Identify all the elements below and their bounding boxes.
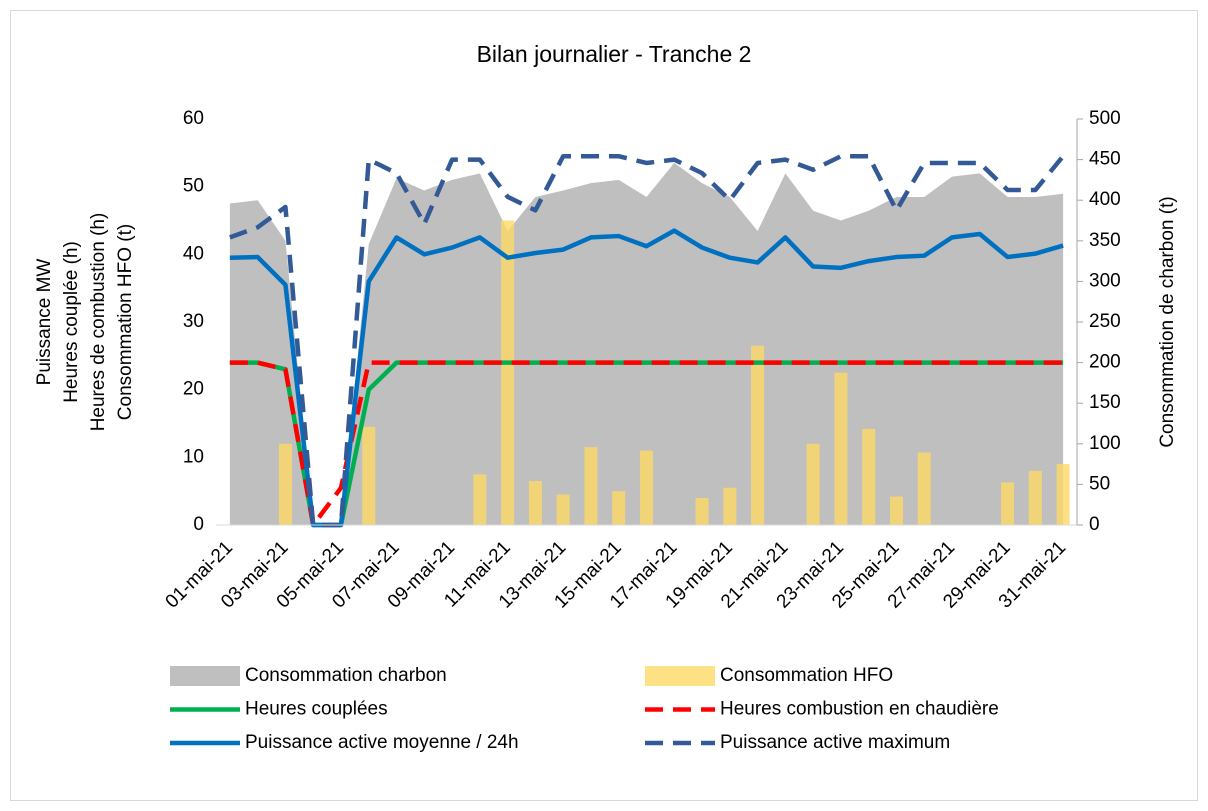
y-tick-label: 40 bbox=[183, 243, 204, 264]
bar bbox=[612, 491, 626, 525]
bar bbox=[584, 447, 598, 525]
legend-swatch bbox=[170, 666, 240, 686]
bar bbox=[1001, 482, 1015, 525]
bar bbox=[834, 372, 848, 525]
bar bbox=[528, 481, 542, 525]
bar bbox=[1056, 464, 1070, 525]
y2-tick-label: 100 bbox=[1089, 433, 1121, 454]
y2-tick-label: 150 bbox=[1089, 392, 1121, 413]
bar bbox=[917, 452, 931, 525]
bar bbox=[862, 428, 876, 525]
bar bbox=[806, 443, 820, 525]
bar bbox=[723, 487, 737, 525]
line bbox=[229, 153, 1065, 528]
line bbox=[229, 228, 1064, 528]
y2-tick-label: 200 bbox=[1089, 352, 1121, 373]
legend-label: Consommation charbon bbox=[245, 665, 447, 686]
bar bbox=[695, 497, 709, 525]
y-axis-title: Puissance MW bbox=[34, 259, 55, 386]
bar bbox=[640, 450, 653, 525]
legend-label: Heures combustion en chaudière bbox=[720, 699, 999, 720]
area bbox=[229, 162, 1064, 525]
y2-axis-title: Consommation de charbon (t) bbox=[1157, 196, 1178, 447]
legend-label: Consommation HFO bbox=[720, 665, 893, 686]
y2-tick-label: 450 bbox=[1089, 149, 1121, 170]
y2-tick-label: 250 bbox=[1089, 311, 1121, 332]
y-tick-label: 0 bbox=[193, 514, 204, 535]
y2-tick-label: 400 bbox=[1089, 189, 1121, 210]
legend-label: Puissance active maximum bbox=[720, 732, 950, 753]
bar bbox=[473, 474, 487, 525]
bar bbox=[751, 345, 765, 525]
legend-label: Heures couplées bbox=[245, 699, 388, 720]
chart-title: Bilan journalier - Tranche 2 bbox=[477, 41, 752, 67]
y2-tick-label: 50 bbox=[1089, 473, 1110, 494]
bar bbox=[1028, 470, 1042, 525]
bar bbox=[556, 494, 570, 525]
line bbox=[229, 360, 1064, 528]
legend-swatch bbox=[645, 666, 715, 686]
y-tick-label: 20 bbox=[183, 379, 204, 400]
y-tick-label: 30 bbox=[183, 311, 204, 332]
y2-tick-label: 300 bbox=[1089, 270, 1121, 291]
y2-tick-label: 0 bbox=[1089, 514, 1100, 535]
bar bbox=[362, 426, 376, 525]
y2-tick-label: 350 bbox=[1089, 230, 1121, 251]
y-axis-title: Consommation HFO (t) bbox=[115, 224, 136, 420]
bar bbox=[501, 220, 515, 525]
y-axis-title: Heures couplée (h) bbox=[61, 241, 82, 403]
bar bbox=[278, 443, 292, 525]
y2-tick-label: 500 bbox=[1089, 108, 1121, 129]
y-tick-label: 10 bbox=[183, 446, 204, 467]
y-axis-title: Heures de combustion (h) bbox=[88, 213, 109, 432]
legend-label: Puissance active moyenne / 24h bbox=[245, 732, 519, 753]
y-tick-label: 60 bbox=[183, 108, 204, 129]
y-tick-label: 50 bbox=[183, 176, 204, 197]
bar bbox=[889, 496, 903, 525]
